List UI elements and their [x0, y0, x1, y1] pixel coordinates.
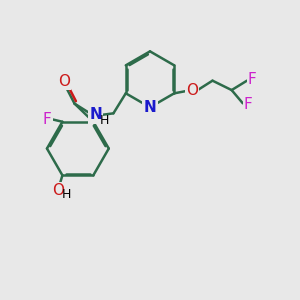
- Text: N: N: [89, 107, 102, 122]
- Text: O: O: [58, 74, 70, 89]
- Text: O: O: [186, 83, 198, 98]
- Text: F: F: [248, 72, 256, 87]
- Text: F: F: [244, 97, 253, 112]
- Text: O: O: [52, 183, 64, 198]
- Text: H: H: [99, 114, 109, 127]
- Text: N: N: [144, 100, 156, 115]
- Text: H: H: [61, 188, 71, 201]
- Text: F: F: [43, 112, 52, 127]
